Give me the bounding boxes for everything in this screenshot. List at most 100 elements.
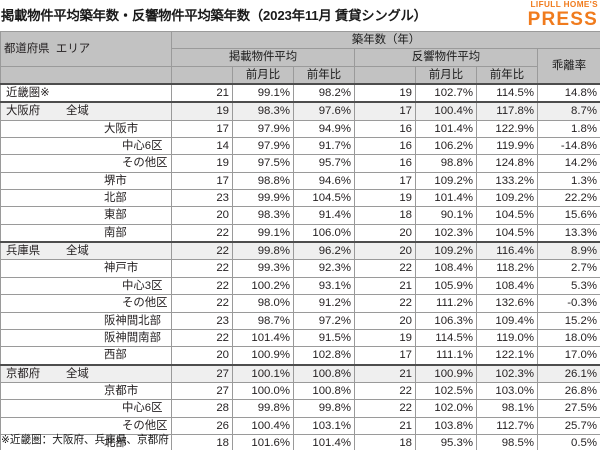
footnote: ※近畿圏：大阪府、兵庫県、京都府 [1,434,169,446]
cell-hankyo-mom: 102.3% [415,223,477,243]
cell-hankyo-yoy: 117.8% [476,101,538,121]
cell-hankyo-yoy: 119.9% [476,137,538,156]
cell-hankyo-mom: 102.0% [415,399,477,418]
cell-hankyo-mom: 109.2% [415,171,477,191]
cell-keisai-mom: 100.9% [232,346,294,366]
cell-keisai-age: 19 [171,101,233,121]
table-row: 兵庫県 全域 22 99.8% 96.2% 20 109.2% 116.4% 8.9% [0,241,600,261]
table-row: 北部 23 99.9% 104.5% 19 101.4% 109.2% 22.2% [0,189,600,208]
cell-keisai-yoy: 106.0% [293,223,355,243]
cell-kairiritsu: 1.3% [537,171,600,191]
row-label-cell: 中心6区 [0,137,172,156]
cell-kairiritsu: 18.0% [537,328,600,348]
row-label-cell: 北部 [0,189,172,208]
cell-kairiritsu: 1.8% [537,119,600,139]
cell-keisai-yoy: 100.8% [293,363,355,383]
cell-keisai-yoy: 93.1% [293,276,355,296]
cell-hankyo-age: 19 [354,189,416,208]
table-row: 南部 22 99.1% 106.0% 20 102.3% 104.5% 13.3% [0,223,600,243]
cell-keisai-age: 27 [171,363,233,383]
row-label-cell: 京都府 全域 [0,363,172,383]
cell-hankyo-mom: 111.2% [415,294,477,313]
cell-hankyo-age: 17 [354,101,416,121]
lifull-homes-press-logo: LIFULL HOME'S PRESS [490,0,598,29]
logo-brand-text: LIFULL HOME'S [530,0,598,9]
cell-keisai-yoy: 97.6% [293,101,355,121]
table-row: 近畿圏※ 21 99.1% 98.2% 19 102.7% 114.5% 14.8% [0,83,600,103]
row-label-cell: 南部 [0,223,172,243]
cell-keisai-age: 27 [171,381,233,401]
header-hankyo-yoy: 前年比 [476,65,538,86]
cell-hankyo-age: 19 [354,328,416,348]
header-group-chikunensu: 築年数（年） [171,30,600,50]
header-hankyo-mom: 前月比 [415,65,477,86]
cell-kairiritsu: 14.8% [537,83,600,103]
prefecture-label: 兵庫県 [6,245,41,258]
cell-keisai-mom: 98.8% [232,171,294,191]
row-label-cell: 神戸市 [0,259,172,278]
table-row: 中心6区 28 99.8% 99.8% 22 102.0% 98.1% 27.5% [0,399,600,418]
cell-keisai-mom: 99.9% [232,189,294,208]
cell-keisai-yoy: 97.2% [293,311,355,330]
cell-hankyo-yoy: 132.6% [476,294,538,313]
table-row: 神戸市 22 99.3% 92.3% 22 108.4% 118.2% 2.7% [0,259,600,278]
table-body: 近畿圏※ 21 99.1% 98.2% 19 102.7% 114.5% 14.8% 大阪府 全域… [0,83,600,450]
cell-keisai-age: 14 [171,137,233,156]
row-label-cell: 大阪市 [0,119,172,139]
table-row: 西部 20 100.9% 102.8% 17 111.1% 122.1% 17.0% [0,346,600,366]
cell-keisai-mom: 100.4% [232,416,294,435]
table-row: その他区 22 98.0% 91.2% 22 111.2% 132.6% -0.3% [0,294,600,313]
cell-keisai-mom: 98.0% [232,294,294,313]
cell-hankyo-age: 21 [354,276,416,296]
row-label-cell: 大阪府 全域 [0,101,172,121]
area-label: 堺市 [104,174,127,187]
cell-hankyo-age: 20 [354,223,416,243]
cell-keisai-yoy: 102.8% [293,346,355,366]
cell-hankyo-yoy: 98.1% [476,399,538,418]
cell-kairiritsu: 8.7% [537,101,600,121]
header-group-hankyo: 反響物件平均 [354,48,538,67]
area-label: 神戸市 [104,262,139,275]
cell-keisai-age: 22 [171,223,233,243]
cell-hankyo-yoy: 108.4% [476,276,538,296]
cell-keisai-mom: 100.2% [232,276,294,296]
table-row: 堺市 17 98.8% 94.6% 17 109.2% 133.2% 1.3% [0,171,600,191]
area-label: その他区 [122,157,168,170]
row-label-cell: 京都市 [0,381,172,401]
header-keisai-yoy: 前年比 [293,65,355,86]
cell-keisai-age: 28 [171,399,233,418]
area-label: 北部 [104,192,127,205]
area-label: 京都市 [104,384,139,397]
cell-hankyo-yoy: 109.2% [476,189,538,208]
row-label-cell: 近畿圏※ [0,83,172,103]
cell-keisai-mom: 99.8% [232,399,294,418]
cell-hankyo-mom: 106.2% [415,137,477,156]
cell-keisai-yoy: 94.6% [293,171,355,191]
header-spacer-pref [0,65,172,86]
table-row: 北部 18 101.6% 101.4% 18 95.3% 98.5% 0.5% [0,433,600,450]
cell-hankyo-yoy: 104.5% [476,223,538,243]
cell-kairiritsu: 2.7% [537,259,600,278]
table-row: 大阪市 17 97.9% 94.9% 16 101.4% 122.9% 1.8% [0,119,600,139]
cell-hankyo-mom: 111.1% [415,346,477,366]
cell-keisai-yoy: 94.9% [293,119,355,139]
cell-keisai-mom: 101.6% [232,433,294,450]
cell-hankyo-yoy: 119.0% [476,328,538,348]
table-row: その他区 19 97.5% 95.7% 16 98.8% 124.8% 14.2% [0,154,600,173]
cell-keisai-yoy: 104.5% [293,189,355,208]
area-label: 東部 [104,209,127,222]
chikunensu-table: 都道府県 エリア 築年数（年） 掲載物件平均 反響物件平均 乖離率 前月比 前年… [0,30,600,450]
cell-hankyo-yoy: 98.5% [476,433,538,450]
row-label-cell: その他区 [0,294,172,313]
cell-kairiritsu: 15.2% [537,311,600,330]
cell-keisai-mom: 97.9% [232,119,294,139]
cell-keisai-yoy: 99.8% [293,399,355,418]
cell-hankyo-yoy: 109.4% [476,311,538,330]
prefecture-label: 大阪府 [6,105,41,118]
cell-hankyo-mom: 101.4% [415,119,477,139]
cell-hankyo-yoy: 118.2% [476,259,538,278]
cell-keisai-mom: 97.9% [232,137,294,156]
table-row: 大阪府 全域 19 98.3% 97.6% 17 100.4% 117.8% 8.7% [0,101,600,121]
cell-hankyo-age: 20 [354,311,416,330]
area-label: 全域 [66,245,89,258]
